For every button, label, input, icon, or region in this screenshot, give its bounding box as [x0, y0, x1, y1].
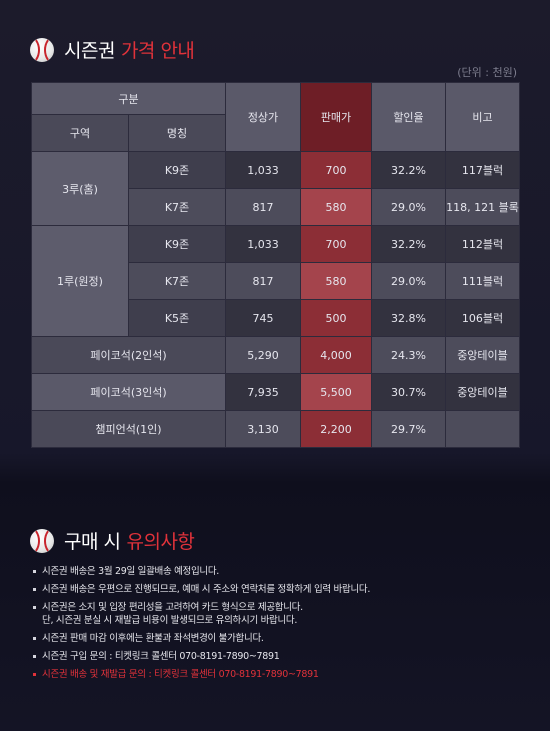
- baseball-icon: [30, 526, 54, 555]
- discount-cell: 32.2%: [371, 225, 446, 263]
- header-note: 비고: [445, 82, 520, 152]
- table-row: 페이코석(2인석) 5,290 4,000 24.3% 중앙테이블: [31, 336, 520, 374]
- name-cell: K5존: [128, 299, 226, 337]
- table-row: 3루(홈) K9존 1,033 700 32.2% 117블럭: [31, 151, 520, 226]
- price-table: 구분 정상가 판매가 할인율 비고 구역 명칭 3루(홈) K9존 1,033 …: [31, 82, 520, 448]
- notice-item: 시즌권 구입 문의 : 티켓링크 콜센터 070-8191-7890~7891: [30, 650, 530, 663]
- regular-cell: 817: [225, 188, 301, 226]
- name-cell: K9존: [128, 225, 226, 263]
- regular-cell: 3,130: [225, 410, 301, 448]
- table-row: 1루(원정) K9존 1,033 700 32.2% 112블럭: [31, 225, 520, 337]
- notice-text: 시즌권 구입 문의 : 티켓링크 콜센터 070-8191-7890~7891: [42, 651, 280, 662]
- merged-name-cell: 페이코석(3인석): [31, 373, 226, 411]
- sale-cell: 2,200: [300, 410, 372, 448]
- baseball-icon: [30, 35, 54, 64]
- table-row: K5존 745 500 32.8% 106블럭: [32, 299, 520, 337]
- table-row: 챔피언석(1인) 3,130 2,200 29.7%: [31, 410, 520, 448]
- regular-cell: 1,033: [225, 151, 301, 189]
- notice-text: 시즌권 배송 및 재발급 문의 : 티켓링크 콜센터 070-8191-7890…: [42, 669, 319, 680]
- notice-title-white: 구매 시: [64, 531, 121, 553]
- zone-cell: 3루(홈): [31, 151, 129, 226]
- name-cell: K7존: [128, 262, 226, 300]
- unit-note: (단위 : 천원): [457, 66, 517, 79]
- notice-text-line2: 단, 시즌권 분실 시 재발급 비용이 발생되므로 유의하시기 바랍니다.: [42, 615, 298, 626]
- header-sale: 판매가: [300, 82, 372, 152]
- sale-cell: 580: [300, 262, 372, 300]
- merged-name-cell: 페이코석(2인석): [31, 336, 226, 374]
- regular-cell: 5,290: [225, 336, 301, 374]
- notice-item: 시즌권 배송은 우편으로 진행되므로, 예매 시 주소와 연락처를 정확하게 입…: [30, 583, 530, 596]
- notice-title-red: 유의사항: [126, 531, 195, 553]
- discount-cell: 29.0%: [371, 188, 446, 226]
- price-title-red: 가격 안내: [120, 40, 195, 62]
- header-regular: 정상가: [225, 82, 301, 152]
- notice-item: 시즌권 판매 마감 이후에는 환불과 좌석변경이 불가합니다.: [30, 632, 530, 645]
- notice-text: 시즌권 배송은 우편으로 진행되므로, 예매 시 주소와 연락처를 정확하게 입…: [42, 584, 371, 595]
- zone-cell: 1루(원정): [31, 225, 129, 337]
- note-cell: 111블럭: [445, 262, 520, 300]
- header-zone: 구역: [31, 114, 129, 152]
- sale-cell: 500: [300, 299, 372, 337]
- notice-section-title: 구매 시 유의사항: [30, 526, 195, 555]
- table-row: 페이코석(3인석) 7,935 5,500 30.7% 중앙테이블: [31, 373, 520, 411]
- notice-item: 시즌권은 소지 및 입장 편리성을 고려하여 카드 형식으로 제공합니다. 단,…: [30, 601, 530, 627]
- note-cell: 112블럭: [445, 225, 520, 263]
- merged-name-cell: 챔피언석(1인): [31, 410, 226, 448]
- discount-cell: 30.7%: [371, 373, 446, 411]
- discount-cell: 32.8%: [371, 299, 446, 337]
- regular-cell: 817: [225, 262, 301, 300]
- note-cell: 중앙테이블: [445, 373, 520, 411]
- discount-cell: 29.0%: [371, 262, 446, 300]
- notice-text: 시즌권 판매 마감 이후에는 환불과 좌석변경이 불가합니다.: [42, 633, 264, 644]
- note-cell: 중앙테이블: [445, 336, 520, 374]
- table-row: K7존 817 580 29.0% 118, 121 블록: [32, 188, 520, 226]
- name-cell: K9존: [128, 151, 226, 189]
- discount-cell: 29.7%: [371, 410, 446, 448]
- header-group: 구분: [31, 82, 226, 115]
- sale-cell: 580: [300, 188, 372, 226]
- header-name: 명칭: [128, 114, 226, 152]
- regular-cell: 745: [225, 299, 301, 337]
- note-cell: 106블럭: [445, 299, 520, 337]
- regular-cell: 1,033: [225, 225, 301, 263]
- regular-cell: 7,935: [225, 373, 301, 411]
- note-cell: 118, 121 블록: [445, 188, 520, 226]
- sale-cell: 700: [300, 225, 372, 263]
- name-cell: K7존: [128, 188, 226, 226]
- notice-text: 시즌권 배송은 3월 29일 일괄배송 예정입니다.: [42, 566, 220, 577]
- table-row: K7존 817 580 29.0% 111블럭: [32, 262, 520, 300]
- sale-cell: 700: [300, 151, 372, 189]
- discount-cell: 24.3%: [371, 336, 446, 374]
- price-title-white: 시즌권: [64, 40, 115, 62]
- note-cell: 117블럭: [445, 151, 520, 189]
- price-section-title: 시즌권 가격 안내: [30, 35, 195, 64]
- notice-item-highlight: 시즌권 배송 및 재발급 문의 : 티켓링크 콜센터 070-8191-7890…: [30, 668, 530, 681]
- notice-text: 시즌권은 소지 및 입장 편리성을 고려하여 카드 형식으로 제공합니다.: [42, 602, 303, 613]
- discount-cell: 32.2%: [371, 151, 446, 189]
- sale-cell: 5,500: [300, 373, 372, 411]
- header-discount: 할인율: [371, 82, 446, 152]
- sale-cell: 4,000: [300, 336, 372, 374]
- note-cell: [445, 410, 520, 448]
- notice-list: 시즌권 배송은 3월 29일 일괄배송 예정입니다. 시즌권 배송은 우편으로 …: [30, 565, 530, 686]
- notice-item: 시즌권 배송은 3월 29일 일괄배송 예정입니다.: [30, 565, 530, 578]
